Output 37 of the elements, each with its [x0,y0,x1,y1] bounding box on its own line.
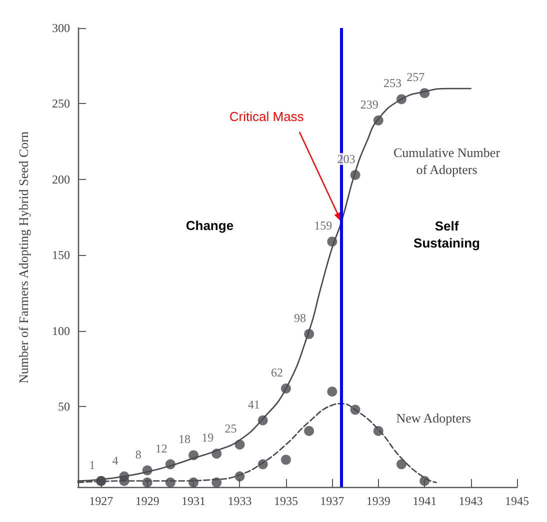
data-label: 19 [202,430,214,445]
data-label: 4 [112,453,118,468]
x-tick-label: 1939 [366,494,390,508]
data-label: 25 [224,422,237,436]
x-tick-label: 1933 [228,494,252,508]
x-tick-label: 1943 [458,494,483,508]
x-tick-label: 1927 [89,494,114,508]
data-label: 12 [155,441,168,456]
data-label: 18 [178,432,191,446]
x-tick-label: 1929 [135,494,160,508]
x-tick-label: 1935 [274,494,298,508]
data-label: 239 [360,97,378,112]
annotation: Self Sustaining [414,218,480,251]
annotation: Cumulative Number of Adopters [394,145,501,178]
data-label: 253 [383,76,402,90]
annotation: Critical Mass [229,108,304,124]
data-label: 257 [406,70,425,84]
x-tick-label: 1931 [182,494,206,508]
y-tick-label: 300 [52,21,70,35]
data-label: 159 [314,218,332,233]
x-tick-label: 1937 [320,494,344,508]
y-tick-label: 150 [52,248,70,262]
annotation: Change [186,218,234,233]
data-label: 98 [294,311,306,325]
y-tick-label: 50 [58,400,70,414]
data-label: 8 [135,447,142,462]
data-label: 62 [270,366,283,380]
annotation: New Adopters [396,410,471,426]
y-axis-title: Number of Farmers Adopting Hybrid Seed Corn [16,130,31,384]
y-tick-label: 100 [52,324,70,338]
y-tick-label: 200 [52,172,70,186]
data-label: 1 [89,458,96,472]
x-tick-label: 1941 [412,494,437,508]
x-tick-label: 1945 [505,494,529,508]
data-label: 203 [337,152,356,166]
data-label: 41 [248,397,260,412]
y-tick-label: 250 [52,96,70,111]
